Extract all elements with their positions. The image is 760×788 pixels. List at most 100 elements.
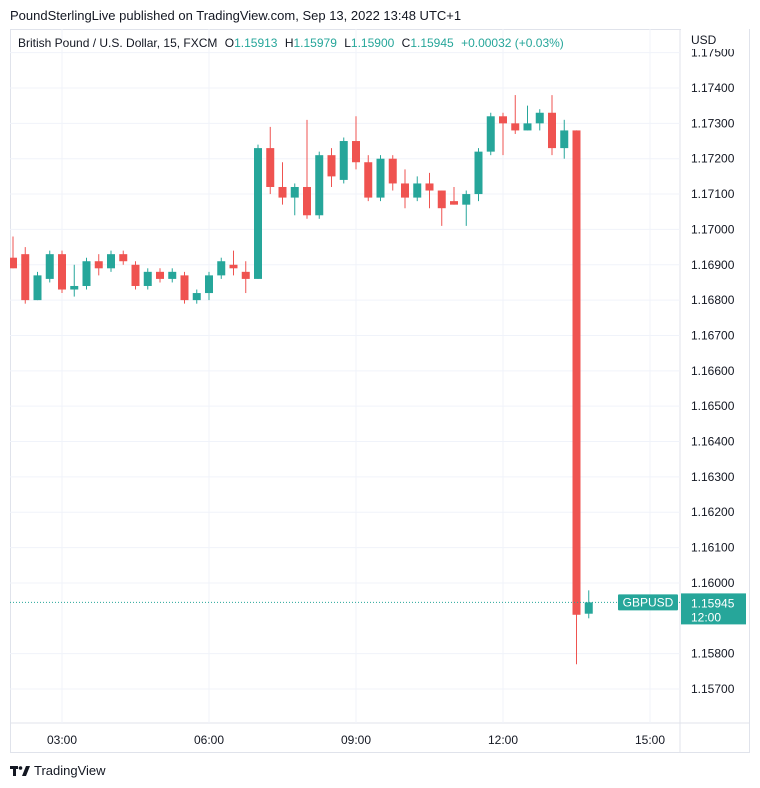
price-tick-label: 1.16100	[691, 541, 735, 555]
candle	[266, 126, 275, 195]
legend-close-label: C	[401, 36, 411, 50]
legend-symbol: British Pound / U.S. Dollar, 15, FXCM	[18, 36, 218, 50]
candle	[376, 155, 385, 202]
candle-body	[584, 602, 593, 614]
legend-low-label: L	[344, 36, 351, 50]
candle-body	[278, 186, 287, 198]
candle-body	[511, 123, 520, 131]
candle-body	[401, 183, 409, 198]
last-price-tag-bg	[681, 593, 746, 625]
candle-body	[388, 158, 397, 184]
tradingview-logo-icon	[10, 765, 30, 776]
candle	[548, 95, 556, 156]
candle	[425, 172, 434, 209]
candle-body	[352, 141, 360, 163]
candle-body	[535, 112, 544, 124]
candle	[229, 250, 238, 276]
candle-body	[217, 261, 226, 276]
candle-body	[82, 261, 91, 286]
candle	[205, 271, 213, 301]
candle	[156, 268, 164, 283]
price-tick-label: 1.17500	[691, 46, 735, 60]
price-tick-label: 1.17200	[691, 152, 735, 166]
price-tick-label: 1.16400	[691, 435, 735, 449]
candle	[241, 261, 250, 294]
candle-body	[572, 130, 581, 615]
currency-label: USD	[691, 33, 717, 47]
candle	[45, 250, 54, 283]
price-tick-label: 1.15700	[691, 682, 735, 696]
candle	[10, 236, 17, 269]
candle	[33, 271, 42, 301]
candle-body	[474, 151, 483, 195]
candle	[364, 155, 373, 202]
candle	[70, 264, 79, 297]
candle-body	[192, 293, 201, 301]
symbol-tag-label: GBPUSD	[623, 595, 674, 609]
candle-body	[486, 116, 495, 152]
price-tick-label: 1.16500	[691, 399, 735, 413]
candle-body	[33, 275, 42, 301]
price-tick-label: 1.16200	[691, 505, 735, 519]
candle	[217, 257, 226, 279]
price-tick-label: 1.16000	[691, 576, 735, 590]
candles	[10, 95, 593, 665]
candle-body	[327, 155, 336, 177]
candle-body	[156, 271, 164, 279]
candle	[401, 169, 409, 209]
symbol-tag-bg	[618, 594, 678, 611]
candle	[180, 271, 189, 304]
price-axis[interactable]: 1.17500 1.17400 1.17300 1.17200 1.17100 1.170…	[691, 46, 735, 696]
candle	[82, 257, 91, 290]
price-tick-label: 1.17300	[691, 116, 735, 130]
candle	[560, 119, 569, 159]
candle	[327, 148, 336, 187]
candle	[584, 590, 593, 619]
candle-body	[205, 275, 213, 294]
candle	[572, 130, 581, 665]
legend-high: 1.15979	[293, 36, 337, 50]
candle	[119, 250, 128, 265]
candle-body	[315, 155, 324, 216]
price-tick-label: 1.16700	[691, 328, 735, 342]
candle-body	[266, 148, 275, 187]
candle-body	[21, 254, 30, 301]
candle	[339, 137, 348, 184]
candle-body	[10, 257, 17, 269]
candle-body	[143, 271, 152, 286]
candle-body	[364, 162, 373, 198]
candle-body	[462, 194, 471, 205]
price-tick-label: 1.15800	[691, 647, 735, 661]
candle-body	[254, 148, 262, 279]
published-line: PoundSterlingLive published on TradingVi…	[10, 8, 462, 23]
candle	[58, 250, 66, 294]
candle	[437, 190, 446, 226]
candle	[131, 261, 140, 290]
grid	[10, 29, 750, 753]
candle-body	[290, 186, 299, 198]
time-axis[interactable]: 03:00 06:00 09:00 12:00 15:00	[47, 733, 665, 747]
candle-body	[548, 112, 556, 149]
footer[interactable]: TradingView	[10, 763, 106, 778]
candle	[94, 254, 103, 276]
candle-body	[119, 254, 128, 262]
candle	[388, 155, 397, 191]
candle-body	[523, 123, 532, 131]
candle	[192, 289, 201, 304]
candle	[278, 162, 287, 205]
candle-body	[58, 254, 66, 290]
candle	[462, 190, 471, 226]
candle	[413, 176, 422, 202]
legend-high-label: H	[284, 36, 294, 50]
last-price-value: 1.15945	[691, 596, 735, 610]
candle	[486, 112, 495, 156]
legend-close: 1.15945	[410, 36, 454, 50]
candle-body	[229, 264, 238, 269]
candle-body	[131, 264, 140, 286]
candle-body	[425, 183, 434, 191]
legend-low: 1.15900	[350, 36, 395, 50]
candle	[523, 105, 532, 131]
candle	[168, 268, 177, 283]
